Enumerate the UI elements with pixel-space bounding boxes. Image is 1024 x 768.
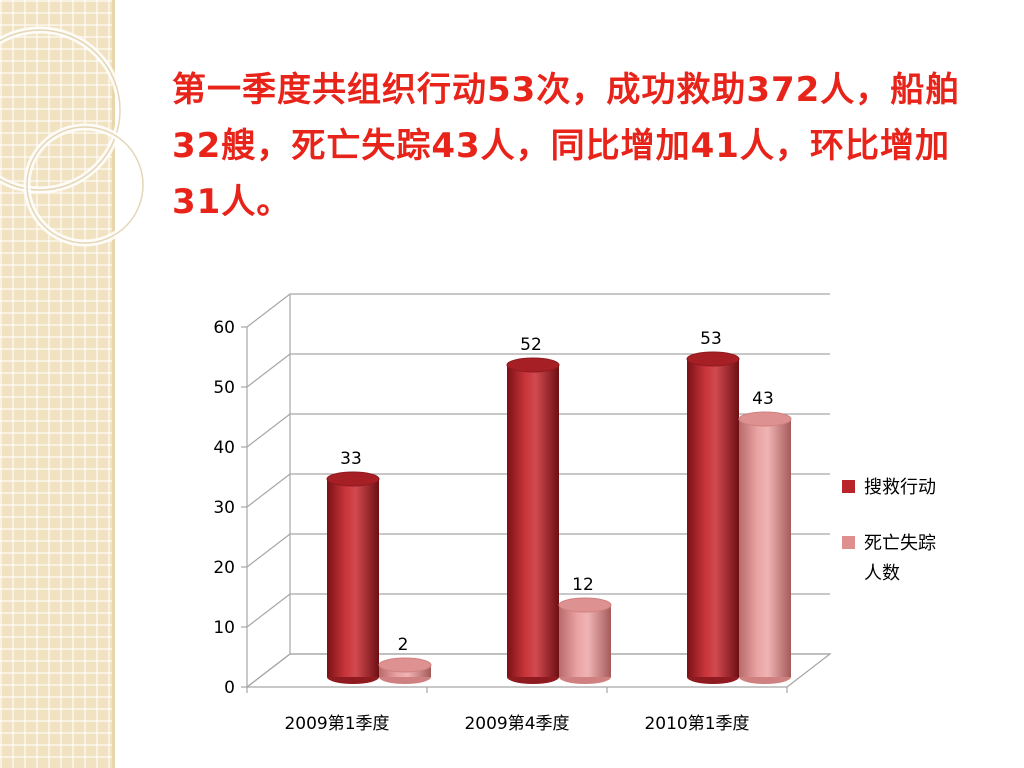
x-category-label: 2009第1季度 (284, 714, 389, 734)
bar-body (327, 479, 379, 677)
bar-2 (558, 597, 612, 684)
bar-1 (326, 471, 380, 684)
data-label: 52 (520, 335, 542, 355)
bar-top (506, 357, 560, 373)
gridline-depth (246, 593, 291, 628)
y-tick-label: 0 (224, 678, 235, 698)
legend-label: 死亡失踪 (864, 533, 936, 554)
y-tick-label: 20 (213, 558, 235, 578)
gridline-depth (246, 653, 291, 688)
bar-body (559, 605, 611, 677)
decorative-ring-large-outline (0, 29, 121, 191)
data-label: 2 (398, 635, 409, 655)
bar-top (558, 597, 612, 613)
legend-swatch (842, 480, 855, 493)
bar-1 (506, 357, 560, 684)
y-tick-label: 60 (213, 318, 235, 338)
bar-body (687, 359, 739, 677)
slide-title: 第一季度共组织行动53次，成功救助372人，船舶32艘，死亡失踪43人，同比增加… (172, 70, 961, 222)
bar-body (507, 365, 559, 677)
y-tick-label: 40 (213, 438, 235, 458)
data-label: 12 (572, 575, 594, 595)
gridline-depth (246, 413, 291, 448)
bar-top (686, 351, 740, 367)
y-tick-label: 10 (213, 618, 235, 638)
data-label: 53 (700, 329, 722, 349)
legend-swatch (842, 536, 855, 549)
bar-2 (738, 411, 792, 684)
bar-top (738, 411, 792, 427)
y-tick-label: 30 (213, 498, 235, 518)
gridline-depth (246, 473, 291, 508)
legend-label: 搜救行动 (864, 477, 936, 498)
bar-body (739, 419, 791, 677)
chart-labels: 33 2 52 12 53 43 (340, 329, 774, 655)
decorative-ring-small-outline (26, 126, 144, 244)
bar-top (378, 657, 432, 673)
legend-label: 人数 (864, 563, 900, 584)
y-tick-label: 50 (213, 378, 235, 398)
gridline-depth (246, 533, 291, 568)
data-label: 33 (340, 449, 362, 469)
bar-top (326, 471, 380, 487)
x-category-label: 2010第1季度 (644, 714, 749, 734)
x-category-label: 2009第4季度 (464, 714, 569, 734)
chart-bars (326, 351, 792, 684)
bar-1 (686, 351, 740, 684)
gridline-depth (246, 353, 291, 388)
bar-2 (378, 657, 432, 684)
chart-axes: 0 10 20 30 40 50 60 2009第1季度 2009第4季度 2010第1季度 (213, 318, 788, 734)
gridline-depth (246, 293, 291, 328)
data-label: 43 (752, 389, 774, 409)
decorative-rings (0, 26, 147, 247)
